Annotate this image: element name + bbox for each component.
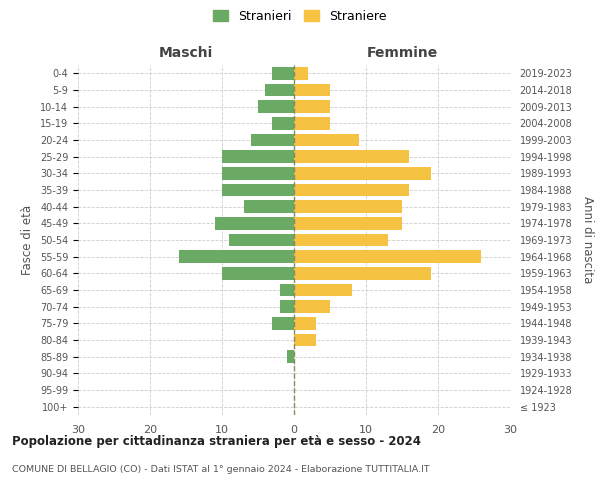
Bar [294,250,481,263]
Bar [287,350,294,363]
Bar [280,284,294,296]
Bar [272,67,294,80]
Bar [280,300,294,313]
Text: Popolazione per cittadinanza straniera per età e sesso - 2024: Popolazione per cittadinanza straniera p… [12,435,421,448]
Bar [229,234,294,246]
Bar [244,200,294,213]
Bar [222,184,294,196]
Bar [294,134,359,146]
Bar [179,250,294,263]
Legend: Stranieri, Straniere: Stranieri, Straniere [209,6,391,26]
Bar [294,300,330,313]
Bar [294,100,330,113]
Bar [294,84,330,96]
Bar [272,317,294,330]
Bar [294,217,402,230]
Bar [265,84,294,96]
Bar [294,317,316,330]
Bar [294,334,316,346]
Bar [294,184,409,196]
Bar [294,200,402,213]
Bar [294,117,330,130]
Bar [294,234,388,246]
Bar [222,267,294,280]
Y-axis label: Anni di nascita: Anni di nascita [581,196,594,284]
Bar [258,100,294,113]
Bar [294,150,409,163]
Bar [272,117,294,130]
Bar [294,267,431,280]
Y-axis label: Fasce di età: Fasce di età [22,205,34,275]
Bar [222,150,294,163]
Bar [294,167,431,179]
Text: COMUNE DI BELLAGIO (CO) - Dati ISTAT al 1° gennaio 2024 - Elaborazione TUTTITALI: COMUNE DI BELLAGIO (CO) - Dati ISTAT al … [12,465,430,474]
Bar [215,217,294,230]
Text: Femmine: Femmine [367,46,437,60]
Bar [294,67,308,80]
Bar [222,167,294,179]
Text: Maschi: Maschi [159,46,213,60]
Bar [294,284,352,296]
Bar [251,134,294,146]
